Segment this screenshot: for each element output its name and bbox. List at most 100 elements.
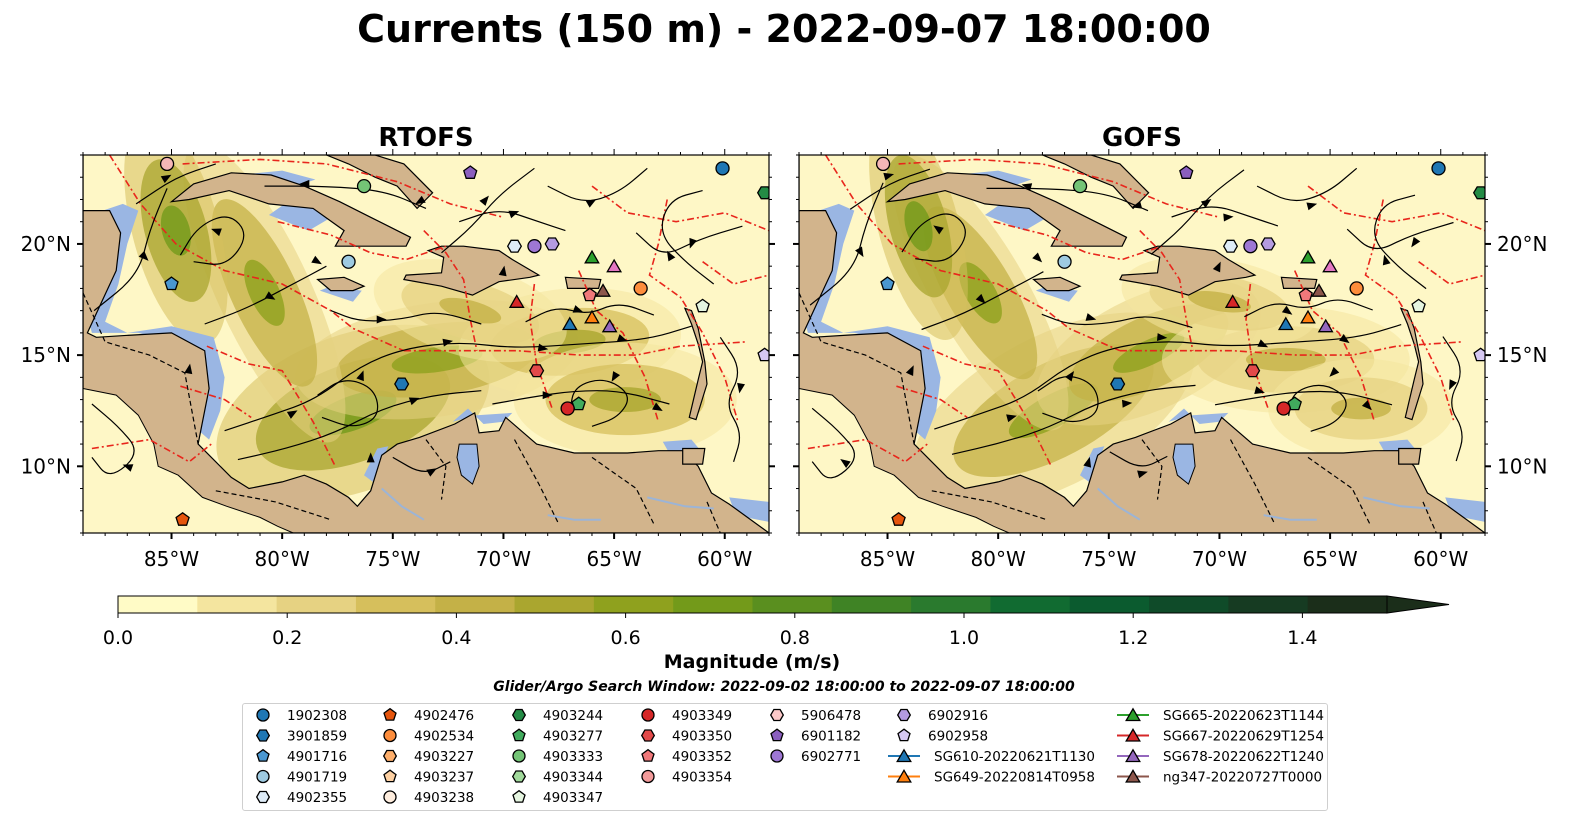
streamline <box>1256 167 1358 202</box>
flow-arrow <box>1339 334 1350 344</box>
lake-maracaibo <box>456 443 480 485</box>
legend-label: 5906478 <box>801 708 861 724</box>
streamline <box>934 324 1402 430</box>
legend-label: 4903354 <box>672 770 732 786</box>
map-frame <box>798 154 1486 534</box>
eez-boundary <box>898 158 1220 219</box>
country-border <box>1422 501 1437 533</box>
flow-arrow <box>508 210 520 219</box>
colorbar-tick-label: 1.0 <box>949 627 979 649</box>
flow-arrow <box>1021 183 1033 191</box>
map-marker-4903349 <box>560 401 575 416</box>
flow-arrow <box>1449 379 1457 391</box>
flow-arrow <box>542 391 553 400</box>
legend-entry-4903277: 4903277 <box>512 728 603 745</box>
legend-marker <box>896 708 912 722</box>
legend-label: 4903344 <box>543 770 603 786</box>
legend-label: 6902958 <box>928 729 988 745</box>
legend-entry-4903347: 4903347 <box>512 789 603 806</box>
map-marker-3901859 <box>394 377 410 391</box>
land-mass <box>1042 155 1150 210</box>
eez-boundary <box>1307 185 1485 232</box>
map-marker-4903333 <box>1072 178 1088 194</box>
flow-arrow <box>160 174 172 184</box>
pacific-ocean <box>799 387 1010 533</box>
flow-arrow <box>1382 254 1391 266</box>
flow-arrow <box>883 172 895 181</box>
legend-marker <box>1125 748 1141 763</box>
streamline <box>1171 206 1279 227</box>
streamline <box>525 304 655 323</box>
flow-arrow <box>1411 236 1421 248</box>
streamline <box>179 216 245 265</box>
country-border <box>591 456 655 525</box>
land-mass <box>564 276 602 289</box>
flow-arrow <box>299 179 310 188</box>
lake-maracaibo <box>1172 443 1196 485</box>
flow-arrow <box>366 452 375 463</box>
streamline <box>569 379 628 427</box>
streamline <box>1037 376 1099 423</box>
streamline <box>1041 313 1193 329</box>
map-marker-4902534 <box>1349 281 1364 296</box>
river <box>547 514 601 521</box>
map-marker-4903244 <box>1472 186 1485 200</box>
colorbar-tick-label: 0.0 <box>103 627 133 649</box>
legend-marker <box>769 708 785 722</box>
legend-entry-4903237: 4903237 <box>383 769 474 786</box>
legend-marker <box>512 789 526 803</box>
flow-arrow <box>616 334 628 342</box>
flow-arrow <box>415 195 426 205</box>
map-marker-6901182 <box>463 165 478 179</box>
eez-boundary <box>993 220 1163 261</box>
flow-arrow <box>1137 470 1148 479</box>
streamline <box>1374 194 1427 290</box>
x-tick-label: 70°W <box>1192 547 1247 571</box>
legend-entry-1902308: 1902308 <box>256 708 347 724</box>
legend-marker <box>641 748 655 762</box>
map-marker-4903347 <box>1411 298 1426 313</box>
land-mass <box>1399 307 1424 421</box>
streamline <box>492 390 670 405</box>
panel-title-gofs: GOFS <box>1102 123 1182 153</box>
legend-label: 3901859 <box>287 729 347 745</box>
legend-marker <box>256 708 270 722</box>
flow-arrow <box>905 365 914 377</box>
streamline <box>547 167 648 202</box>
map-marker-4903333 <box>356 178 372 194</box>
eez-boundary <box>403 341 747 356</box>
flow-arrow <box>1083 456 1092 468</box>
flow-arrow <box>537 343 549 352</box>
map-marker-4901716 <box>880 276 895 291</box>
flow-arrow <box>975 293 986 304</box>
legend-label: 4903237 <box>414 770 474 786</box>
country-border <box>706 501 721 533</box>
streamline <box>849 168 931 210</box>
x-tick-label: 80°W <box>255 547 310 571</box>
river <box>381 487 425 521</box>
country-border <box>215 490 331 521</box>
country-border <box>425 439 447 500</box>
map-marker-4903352 <box>1298 287 1313 302</box>
legend-entry-6902958: 6902958 <box>897 728 988 745</box>
river <box>647 496 714 510</box>
legend-marker <box>256 769 270 784</box>
shelf-water <box>83 155 225 440</box>
map-marker-1902308 <box>715 161 730 176</box>
legend-entry-3901859: 3901859 <box>255 729 347 745</box>
map-marker-4902534 <box>633 281 648 296</box>
colorbar-extend-arrow <box>1386 595 1450 614</box>
map-marker-4903277 <box>571 396 586 411</box>
map-marker-4902476 <box>175 511 190 526</box>
legend-label: 4903244 <box>543 708 603 724</box>
legend-marker <box>382 749 398 763</box>
flow-arrow <box>1065 371 1075 382</box>
streamline <box>1109 451 1168 467</box>
legend-label: 6902771 <box>801 749 861 765</box>
colorbar-segment <box>752 596 833 613</box>
flow-arrow <box>611 371 621 382</box>
eez-boundary <box>91 438 212 463</box>
legend-marker <box>896 748 912 763</box>
river <box>1263 514 1317 521</box>
legend-marker <box>383 728 397 743</box>
